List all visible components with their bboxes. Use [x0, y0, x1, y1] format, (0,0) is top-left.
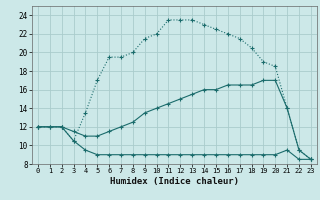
X-axis label: Humidex (Indice chaleur): Humidex (Indice chaleur) [110, 177, 239, 186]
